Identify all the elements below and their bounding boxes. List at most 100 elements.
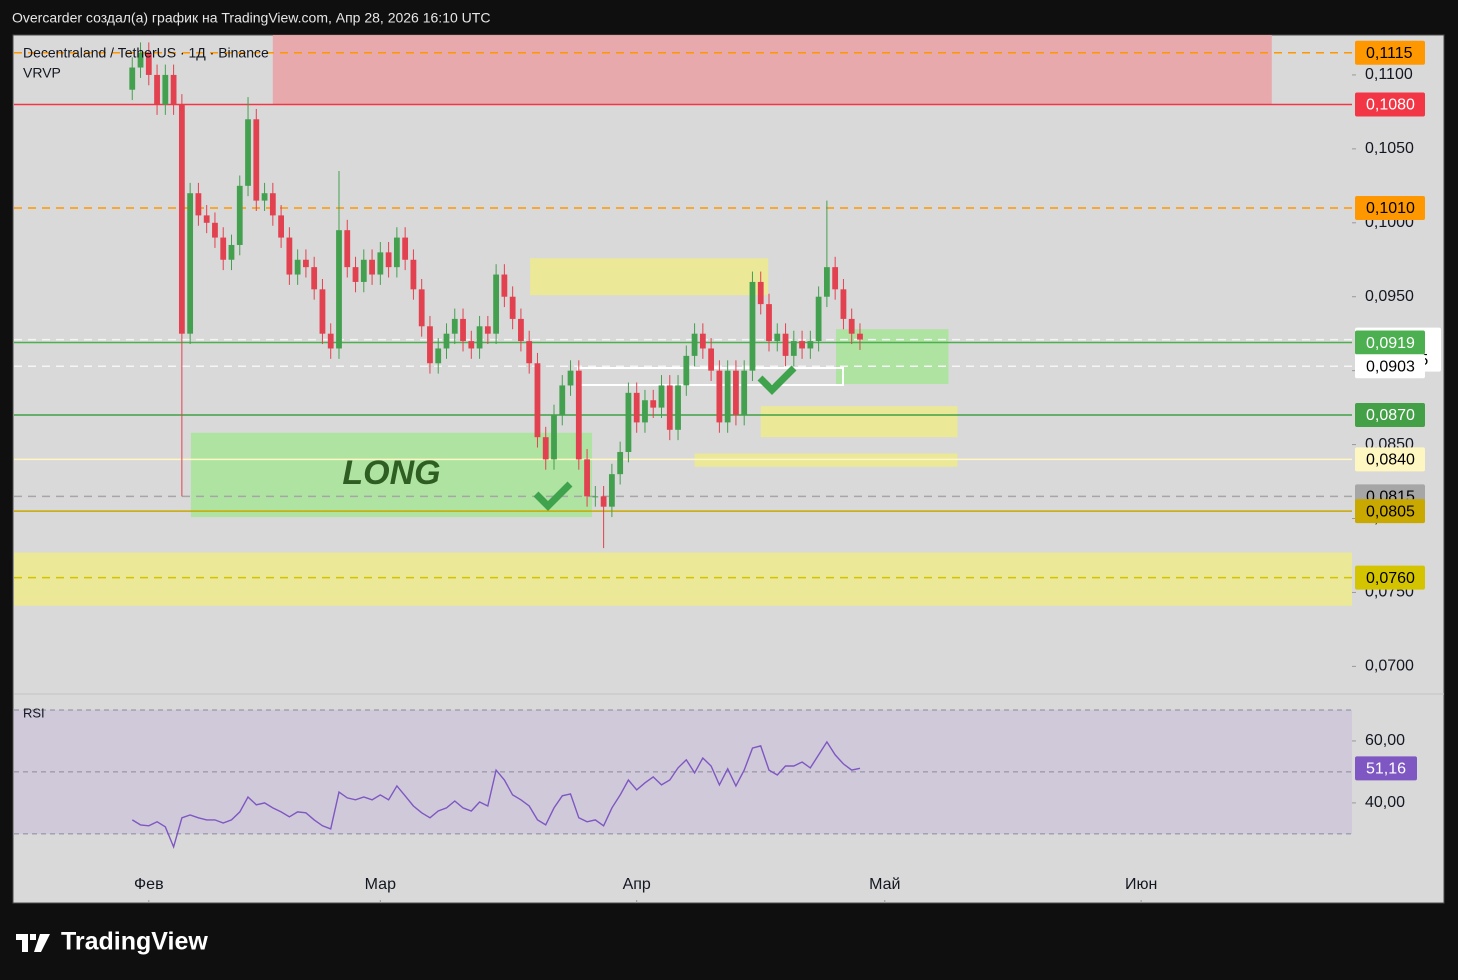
symbol-title: Decentraland / TetherUS · 1Д · Binance	[23, 45, 269, 61]
candle-body	[658, 385, 665, 408]
candle-body	[443, 333, 450, 349]
candle-body	[195, 193, 202, 216]
candle-body	[311, 267, 318, 290]
y-tick-label: 60,00	[1365, 732, 1405, 749]
candle-body	[575, 370, 582, 460]
candle-body	[823, 267, 830, 297]
candle-body	[410, 259, 417, 290]
plot: 0,07000,07500,08000,08500,09000,09500,10…	[14, 35, 1441, 903]
candle-body	[832, 267, 839, 290]
candle-body	[427, 326, 433, 364]
candle-body	[542, 437, 549, 460]
candle-body	[212, 222, 218, 238]
candle-body	[766, 304, 772, 342]
x-tick-label: Май	[869, 876, 900, 893]
candle-body	[782, 333, 789, 356]
candle-body	[286, 237, 293, 275]
candle-body	[600, 496, 607, 507]
candle-body	[642, 400, 648, 423]
candle-body	[790, 341, 797, 356]
candle-body	[749, 281, 756, 371]
candle-body	[137, 52, 144, 68]
rsi-label-box	[1355, 756, 1417, 781]
candle-body	[402, 237, 409, 260]
candle-body	[551, 415, 557, 460]
check-icon	[533, 481, 573, 511]
price-label-box	[1355, 92, 1425, 117]
zone	[530, 258, 769, 296]
candle-body	[567, 370, 574, 386]
candle-body	[303, 259, 309, 268]
y-tick-label: 0,0950	[1365, 288, 1414, 305]
x-tick-label: Июн	[1125, 876, 1157, 893]
candle-body	[691, 333, 698, 356]
candle-body	[269, 193, 276, 216]
candle-body	[253, 119, 260, 201]
logo-text: TradingView	[61, 928, 208, 956]
candle-body	[245, 119, 251, 186]
y-tick-label: 40,00	[1365, 794, 1405, 811]
zone	[835, 329, 949, 384]
candle-body	[559, 385, 566, 416]
candle-body	[608, 474, 615, 507]
candle-body	[435, 348, 442, 364]
candle-body	[633, 392, 640, 423]
candle-body	[699, 333, 706, 349]
price-label: 0,0805	[1366, 503, 1415, 520]
candle-body	[468, 341, 475, 349]
rsi-label: 51,16	[1366, 761, 1406, 778]
logo-icon	[16, 934, 50, 952]
logo: TradingView	[16, 928, 208, 956]
candle-body	[154, 74, 160, 105]
candle-body	[807, 341, 814, 349]
candle-body	[708, 348, 715, 371]
price-label: 0,0903	[1366, 358, 1415, 375]
price-label-box	[1355, 565, 1425, 590]
candle-body	[534, 363, 541, 438]
y-tick-label: 0,1050	[1365, 140, 1414, 157]
price-label-box	[1355, 354, 1425, 379]
candle-body	[129, 67, 136, 90]
candle-body	[724, 370, 731, 423]
candle-body	[203, 215, 210, 223]
candle-body	[857, 333, 863, 340]
price-label: 0,0870	[1366, 407, 1415, 424]
candle-body	[666, 385, 673, 430]
candle-body	[675, 385, 681, 430]
candle-body	[220, 237, 227, 260]
price-label: 0,0919	[1366, 335, 1415, 352]
candle-body	[236, 185, 243, 245]
candle-body	[683, 355, 690, 386]
candle-body	[145, 52, 152, 75]
candle-body	[187, 193, 194, 334]
candle-body	[418, 289, 425, 327]
candle-body	[848, 318, 855, 334]
x-tick-label: Фев	[134, 876, 164, 893]
candle-body	[352, 267, 359, 282]
candle-body	[385, 252, 392, 268]
price-label: 0,1115	[1366, 45, 1413, 62]
candle-body	[617, 451, 624, 475]
candle-body	[625, 392, 632, 452]
candle-body	[518, 318, 524, 342]
candle-body	[476, 326, 483, 349]
candle-body	[393, 237, 400, 268]
zone	[14, 552, 1352, 606]
price-label: 0,1080	[1366, 97, 1415, 114]
candle-body	[501, 274, 508, 297]
indicator-name: VRVP	[23, 65, 61, 81]
candle-body	[774, 333, 781, 342]
candle-body	[344, 230, 351, 268]
candle-body	[228, 244, 235, 260]
candle-body	[509, 296, 516, 319]
candle-body	[294, 259, 301, 275]
candle-body	[377, 252, 384, 275]
price-label: 0,0760	[1366, 570, 1415, 587]
candle-body	[162, 74, 169, 105]
candle-body	[319, 289, 326, 334]
candle-body	[261, 193, 268, 201]
candle-body	[327, 333, 334, 349]
zone-label: LONG	[342, 454, 440, 492]
candle-body	[336, 230, 342, 349]
